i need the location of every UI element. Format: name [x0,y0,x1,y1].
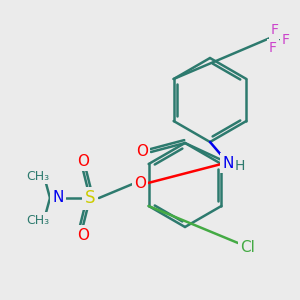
Text: S: S [85,189,95,207]
Text: F: F [282,33,290,47]
Text: F: F [269,41,277,55]
Text: Cl: Cl [241,241,255,256]
Text: N: N [52,190,64,206]
Text: O: O [77,154,89,169]
Text: N: N [222,155,234,170]
Text: O: O [134,176,146,190]
Text: O: O [136,145,148,160]
Text: O: O [77,227,89,242]
Text: H: H [235,159,245,173]
Text: CH₃: CH₃ [26,214,50,226]
Text: F: F [271,23,279,37]
Text: CH₃: CH₃ [26,169,50,182]
